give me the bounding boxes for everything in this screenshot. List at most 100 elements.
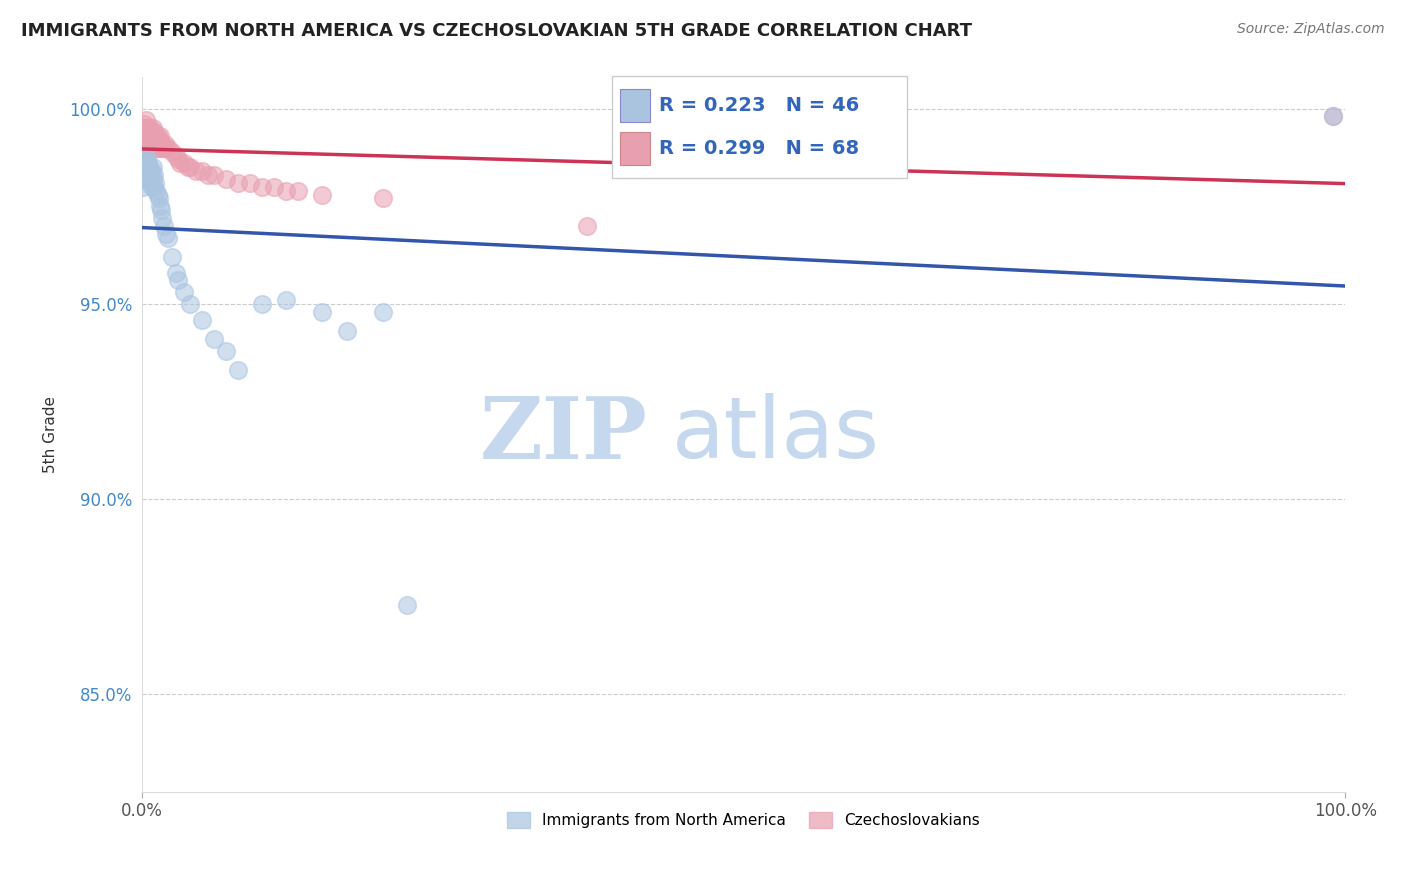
Point — [395, 598, 418, 612]
Point — [152, 219, 174, 233]
Point — [371, 304, 394, 318]
Point — [1322, 110, 1344, 124]
Point — [135, 125, 157, 139]
FancyBboxPatch shape — [612, 76, 907, 178]
Point — [173, 285, 195, 300]
Point — [135, 172, 157, 186]
Point — [134, 133, 156, 147]
Point — [142, 136, 165, 151]
Point — [191, 312, 214, 326]
Point — [160, 250, 183, 264]
Point — [335, 324, 357, 338]
Point — [142, 121, 165, 136]
Point — [149, 128, 172, 143]
Point — [136, 121, 159, 136]
Text: Source: ZipAtlas.com: Source: ZipAtlas.com — [1237, 22, 1385, 37]
Point — [311, 304, 333, 318]
Point — [134, 117, 156, 131]
Point — [135, 153, 157, 167]
Text: R = 0.223   N = 46: R = 0.223 N = 46 — [659, 96, 859, 115]
Point — [167, 153, 190, 167]
Point — [136, 156, 159, 170]
Point — [135, 164, 157, 178]
Point — [215, 172, 238, 186]
Point — [132, 121, 155, 136]
Point — [136, 136, 159, 151]
Point — [143, 128, 166, 143]
Point — [146, 187, 169, 202]
Point — [173, 156, 195, 170]
Text: ZIP: ZIP — [479, 392, 647, 476]
Point — [150, 141, 173, 155]
Point — [176, 160, 198, 174]
Point — [155, 227, 177, 241]
Text: atlas: atlas — [672, 393, 880, 476]
Point — [197, 168, 219, 182]
Point — [153, 136, 176, 151]
Point — [139, 164, 162, 178]
Point — [132, 128, 155, 143]
Point — [138, 133, 160, 147]
Point — [155, 141, 177, 155]
Point — [239, 176, 262, 190]
Point — [202, 332, 225, 346]
Point — [142, 172, 165, 186]
Point — [148, 133, 170, 147]
Point — [311, 187, 333, 202]
Point — [184, 164, 207, 178]
Point — [276, 184, 298, 198]
Point — [202, 168, 225, 182]
Point — [134, 125, 156, 139]
Point — [138, 160, 160, 174]
Point — [139, 136, 162, 151]
Point — [371, 192, 394, 206]
Point — [134, 156, 156, 170]
Point — [143, 176, 166, 190]
Point — [143, 133, 166, 147]
Point — [157, 230, 180, 244]
Point — [263, 179, 285, 194]
Point — [143, 141, 166, 155]
Y-axis label: 5th Grade: 5th Grade — [44, 396, 58, 473]
Point — [145, 141, 167, 155]
Point — [157, 141, 180, 155]
Point — [141, 141, 163, 155]
Point — [145, 133, 167, 147]
Point — [169, 156, 191, 170]
Point — [152, 136, 174, 151]
Point — [143, 125, 166, 139]
Point — [276, 293, 298, 307]
Text: IMMIGRANTS FROM NORTH AMERICA VS CZECHOSLOVAKIAN 5TH GRADE CORRELATION CHART: IMMIGRANTS FROM NORTH AMERICA VS CZECHOS… — [21, 22, 972, 40]
Point — [139, 128, 162, 143]
Point — [148, 192, 170, 206]
Point — [145, 184, 167, 198]
Point — [134, 164, 156, 178]
Point — [142, 128, 165, 143]
Point — [143, 179, 166, 194]
Point — [252, 297, 274, 311]
Bar — [620, 89, 650, 122]
Point — [191, 164, 214, 178]
Point — [179, 160, 201, 174]
Point — [287, 184, 309, 198]
Point — [135, 141, 157, 155]
Point — [136, 128, 159, 143]
Point — [165, 266, 187, 280]
Point — [143, 168, 166, 182]
Point — [135, 148, 157, 162]
Point — [215, 343, 238, 358]
Point — [226, 176, 249, 190]
Point — [226, 363, 249, 377]
Bar — [620, 132, 650, 165]
Point — [152, 141, 174, 155]
Point — [252, 179, 274, 194]
Point — [138, 125, 160, 139]
Point — [149, 199, 172, 213]
Point — [141, 164, 163, 178]
Point — [135, 113, 157, 128]
Point — [150, 203, 173, 218]
Point — [135, 133, 157, 147]
Point — [135, 160, 157, 174]
Point — [160, 145, 183, 159]
Point — [576, 219, 599, 233]
